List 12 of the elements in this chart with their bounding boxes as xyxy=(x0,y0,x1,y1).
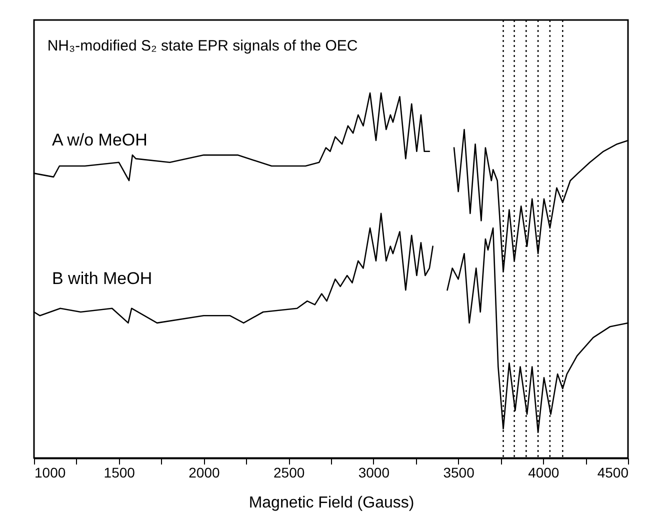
x-axis-title: Magnetic Field (Gauss) xyxy=(248,494,414,512)
series-label: B with MeOH xyxy=(52,269,152,288)
x-tick-label: 4500 xyxy=(597,464,629,480)
x-tick-label: 4000 xyxy=(528,464,560,480)
x-tick-label: 2000 xyxy=(188,464,220,480)
chart-title: NH₃-modified S₂ state EPR signals of the OEC xyxy=(47,37,358,54)
series-label: A w/o MeOH xyxy=(52,130,148,150)
x-tick-label: 3500 xyxy=(443,464,475,480)
x-tick-label: 1500 xyxy=(104,464,136,480)
x-tick-label: 3000 xyxy=(358,464,390,480)
x-tick-label: 1000 xyxy=(34,464,66,480)
x-tick-label: 2500 xyxy=(273,464,305,480)
